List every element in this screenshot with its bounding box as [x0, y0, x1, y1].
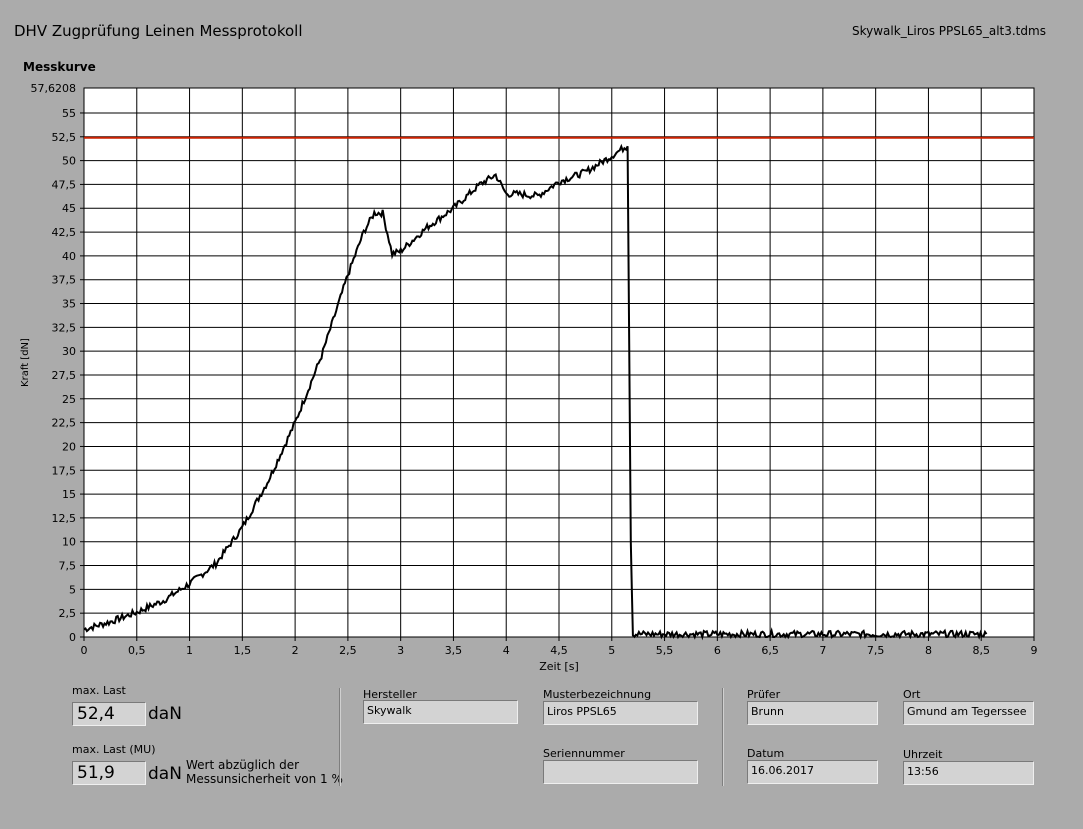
y-tick-label: 50 [62, 155, 76, 168]
uhrzeit-label: Uhrzeit [903, 748, 943, 761]
y-tick-label: 42,5 [52, 226, 77, 239]
x-tick-label: 4 [503, 644, 510, 657]
ort-field[interactable]: Gmund am Tegerssee [903, 701, 1034, 725]
y-tick-label: 0 [69, 631, 76, 644]
y-tick-label: 15 [62, 488, 76, 501]
y-tick-label: 17,5 [52, 464, 77, 477]
x-tick-label: 6,5 [761, 644, 779, 657]
musterbezeichnung-field[interactable]: Liros PPSL65 [543, 701, 698, 725]
y-tick-label: 27,5 [52, 369, 77, 382]
x-tick-label: 8,5 [972, 644, 990, 657]
file-name: Skywalk_Liros PPSL65_alt3.tdms [852, 24, 1046, 38]
y-tick-label: 12,5 [52, 512, 77, 525]
seriennummer-label: Seriennummer [543, 747, 625, 760]
musterbezeichnung-label: Musterbezeichnung [543, 688, 652, 701]
force-time-chart: 02,557,51012,51517,52022,52527,53032,535… [20, 82, 1038, 673]
x-tick-label: 9 [1031, 644, 1038, 657]
x-tick-label: 1 [186, 644, 193, 657]
y-tick-label: 47,5 [52, 178, 77, 191]
y-tick-label: 37,5 [52, 274, 77, 287]
hersteller-label: Hersteller [363, 688, 417, 701]
page-title: DHV Zugprüfung Leinen Messprotokoll [14, 22, 303, 40]
max-last-label: max. Last [72, 684, 126, 697]
pruefer-label: Prüfer [747, 688, 781, 701]
x-tick-label: 2 [292, 644, 299, 657]
y-tick-label: 2,5 [59, 607, 77, 620]
separator [339, 688, 341, 786]
y-axis-label: Kraft [dN] [20, 338, 31, 387]
y-tick-label: 30 [62, 345, 76, 358]
y-tick-label: 32,5 [52, 321, 77, 334]
ort-label: Ort [903, 688, 921, 701]
y-tick-label: 25 [62, 393, 76, 406]
x-tick-label: 2,5 [339, 644, 357, 657]
x-tick-label: 7 [819, 644, 826, 657]
y-tick-label: 5 [69, 583, 76, 596]
y-tick-label: 40 [62, 250, 76, 263]
max-last-mu-unit: daN [148, 764, 182, 784]
y-tick-label: 55 [62, 107, 76, 120]
x-tick-label: 5 [608, 644, 615, 657]
y-tick-label: 45 [62, 202, 76, 215]
datum-label: Datum [747, 747, 785, 760]
x-tick-label: 8 [925, 644, 932, 657]
x-tick-label: 7,5 [867, 644, 885, 657]
x-tick-label: 0,5 [128, 644, 146, 657]
x-axis-label: Zeit [s] [539, 660, 578, 673]
x-tick-label: 1,5 [234, 644, 252, 657]
x-tick-label: 4,5 [550, 644, 568, 657]
x-tick-label: 6 [714, 644, 721, 657]
y-tick-label: 10 [62, 536, 76, 549]
x-tick-label: 3,5 [445, 644, 463, 657]
force-curve [83, 143, 988, 641]
max-last-mu-value: 51,9 [72, 761, 146, 785]
y-max-label: 57,6208 [31, 82, 77, 95]
y-tick-label: 7,5 [59, 560, 77, 573]
pruefer-field[interactable]: Brunn [747, 701, 878, 725]
x-tick-label: 0 [81, 644, 88, 657]
uncertainty-note-line2: Messunsicherheit von 1 % [186, 772, 343, 786]
seriennummer-field[interactable] [543, 760, 698, 784]
max-last-value: 52,4 [72, 702, 146, 726]
y-tick-label: 35 [62, 298, 76, 311]
chart-section-title: Messkurve [23, 60, 96, 74]
uhrzeit-field[interactable]: 13:56 [903, 761, 1034, 785]
y-tick-label: 20 [62, 440, 76, 453]
y-tick-label: 52,5 [52, 131, 77, 144]
datum-field[interactable]: 16.06.2017 [747, 760, 878, 784]
uncertainty-note-line1: Wert abzüglich der [186, 758, 300, 772]
hersteller-field[interactable]: Skywalk [363, 700, 518, 724]
max-last-unit: daN [148, 704, 182, 724]
max-last-mu-label: max. Last (MU) [72, 743, 156, 756]
x-tick-label: 3 [397, 644, 404, 657]
y-tick-label: 22,5 [52, 417, 77, 430]
separator [722, 688, 724, 786]
x-tick-label: 5,5 [656, 644, 674, 657]
